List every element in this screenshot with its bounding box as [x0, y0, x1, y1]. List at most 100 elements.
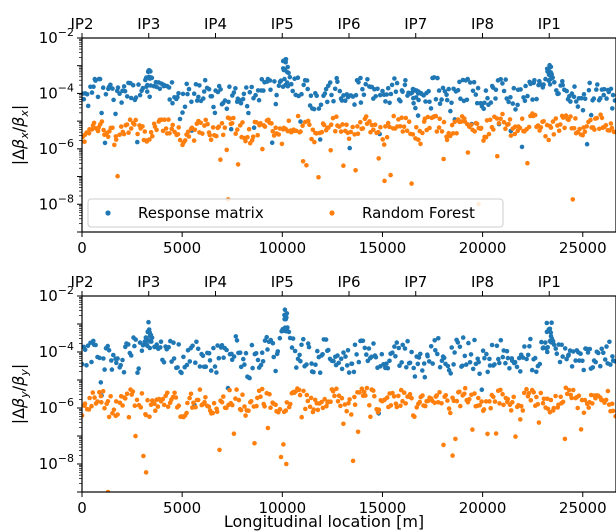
- data-point: [255, 357, 261, 363]
- data-point: [422, 374, 428, 380]
- data-point: [152, 401, 157, 407]
- data-point: [243, 138, 248, 144]
- data-point: [170, 100, 175, 106]
- data-point: [97, 389, 102, 395]
- data-point: [373, 94, 379, 99]
- data-point: [290, 88, 296, 94]
- data-point: [498, 337, 504, 343]
- data-point: [264, 334, 270, 340]
- data-point: [126, 342, 131, 347]
- data-point: [304, 78, 310, 83]
- data-point: [89, 90, 95, 95]
- data-point: [487, 399, 492, 404]
- data-point: [462, 353, 468, 359]
- data-point: [405, 338, 410, 344]
- data-point: [238, 407, 244, 413]
- data-point: [87, 395, 92, 401]
- data-point: [569, 395, 574, 401]
- data-point: [231, 431, 237, 437]
- data-point: [95, 94, 101, 100]
- data-point: [110, 125, 115, 131]
- data-point: [451, 362, 456, 367]
- data-point: [118, 124, 124, 129]
- data-point: [305, 398, 311, 404]
- data-point: [95, 128, 101, 134]
- data-point: [526, 124, 532, 130]
- data-point: [315, 407, 321, 413]
- data-point: [462, 385, 468, 391]
- ip-label: IP1: [538, 15, 561, 33]
- data-point: [253, 92, 258, 98]
- data-point: [532, 112, 538, 118]
- data-point: [182, 104, 188, 110]
- y-axis-label: |Δβx/βx|: [9, 105, 31, 166]
- ip-label: IP4: [204, 273, 227, 291]
- data-point: [337, 88, 343, 94]
- data-point: [182, 138, 188, 143]
- data-point: [268, 405, 273, 411]
- data-point: [112, 142, 117, 148]
- x-tick-label: 20000: [459, 499, 507, 517]
- data-point: [517, 125, 523, 131]
- data-point: [545, 396, 550, 402]
- data-point: [224, 106, 230, 112]
- data-point: [110, 411, 115, 416]
- data-point: [458, 403, 463, 409]
- data-point: [503, 360, 508, 366]
- data-point: [410, 132, 416, 137]
- data-point: [548, 125, 554, 130]
- data-point: [524, 386, 529, 392]
- data-point: [136, 366, 141, 371]
- data-point: [135, 139, 140, 145]
- series-random-forest: [82, 385, 616, 492]
- data-point: [400, 89, 405, 94]
- data-point: [258, 362, 264, 368]
- data-point: [608, 121, 614, 126]
- data-point: [610, 408, 616, 414]
- data-point: [206, 351, 212, 356]
- data-point: [192, 127, 198, 133]
- data-points: [82, 57, 616, 207]
- data-point: [217, 447, 222, 453]
- data-point: [610, 354, 615, 359]
- data-point: [339, 366, 345, 372]
- data-point: [500, 391, 505, 397]
- data-point: [335, 353, 340, 358]
- data-point: [392, 344, 397, 349]
- data-point: [464, 97, 470, 103]
- data-point: [566, 387, 572, 393]
- y-tick-label: 10−8: [39, 192, 74, 213]
- data-point: [82, 96, 87, 102]
- data-point: [376, 407, 382, 413]
- data-point: [229, 121, 235, 126]
- data-point: [260, 146, 265, 152]
- data-point: [416, 137, 421, 142]
- data-point: [553, 346, 558, 351]
- data-point: [149, 339, 154, 344]
- data-point: [496, 356, 501, 362]
- data-point: [115, 412, 120, 417]
- data-point: [519, 144, 525, 150]
- data-point: [301, 82, 307, 88]
- data-point: [494, 116, 500, 121]
- data-point: [268, 87, 273, 93]
- data-point: [605, 388, 611, 394]
- data-point: [214, 133, 219, 139]
- data-point: [265, 347, 270, 352]
- data-point: [470, 366, 476, 372]
- data-point: [609, 125, 615, 131]
- data-point: [92, 395, 97, 400]
- data-point: [426, 359, 432, 364]
- data-point: [197, 364, 203, 369]
- data-point: [157, 86, 163, 92]
- data-point: [441, 119, 447, 125]
- data-point: [329, 92, 334, 98]
- data-point: [270, 129, 276, 134]
- data-point: [491, 127, 496, 132]
- data-point: [372, 122, 378, 127]
- data-point: [553, 116, 559, 121]
- data-point: [416, 355, 422, 360]
- data-point: [457, 389, 462, 395]
- data-point: [249, 84, 254, 90]
